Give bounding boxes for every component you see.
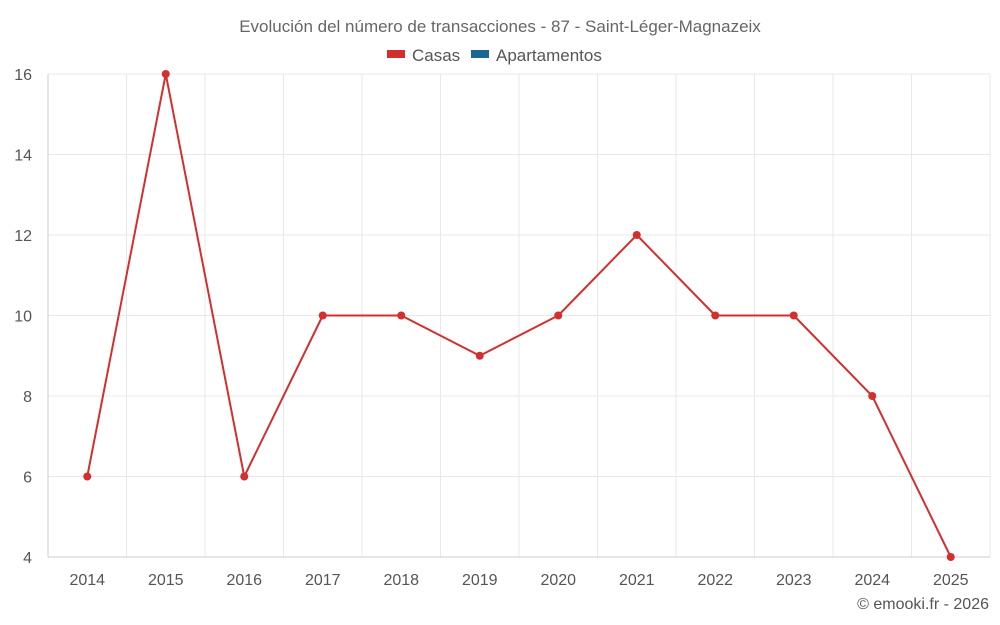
data-point-2015[interactable] bbox=[161, 70, 170, 78]
x-tick-label: 2014 bbox=[69, 572, 105, 589]
x-tick-label: 2017 bbox=[305, 572, 341, 589]
data-point-2018[interactable] bbox=[397, 311, 406, 320]
x-tick-label: 2016 bbox=[226, 572, 262, 589]
series-line-casas bbox=[86, 73, 952, 558]
legend-label-casas[interactable]: Casas bbox=[412, 46, 460, 65]
y-tick-label: 6 bbox=[23, 470, 32, 487]
x-tick-label: 2022 bbox=[697, 572, 733, 589]
x-tick-label: 2023 bbox=[776, 572, 812, 589]
legend-swatch-casas bbox=[387, 50, 405, 58]
data-point-2024[interactable] bbox=[868, 392, 877, 400]
x-tick-label: 2018 bbox=[383, 572, 419, 589]
data-point-2016[interactable] bbox=[240, 472, 249, 481]
y-tick-label: 14 bbox=[14, 148, 32, 165]
data-point-2023[interactable] bbox=[789, 311, 798, 320]
data-point-2014[interactable] bbox=[83, 472, 92, 481]
y-tick-label: 8 bbox=[23, 389, 32, 406]
legend: Casas Apartamentos bbox=[387, 46, 602, 65]
data-point-2019[interactable] bbox=[475, 351, 484, 360]
x-tick-label: 2019 bbox=[462, 572, 498, 589]
data-point-2022[interactable] bbox=[711, 311, 720, 320]
grid bbox=[47, 73, 991, 557]
axes: 4 6 8 10 12 14 16 2014 2015 2016 2017 2018 2019 2020 2… bbox=[14, 67, 990, 589]
chart-title: Evolución del número de transacciones - … bbox=[239, 17, 761, 36]
data-point-2021[interactable] bbox=[632, 231, 641, 239]
x-tick-label: 2021 bbox=[619, 572, 655, 589]
y-tick-label: 12 bbox=[14, 228, 32, 245]
x-tick-label: 2024 bbox=[854, 572, 890, 589]
x-tick-label: 2020 bbox=[540, 572, 576, 589]
series bbox=[83, 70, 955, 561]
legend-label-apartamentos[interactable]: Apartamentos bbox=[496, 46, 602, 65]
y-tick-label: 16 bbox=[14, 67, 32, 84]
data-point-2025[interactable] bbox=[946, 553, 955, 561]
x-tick-label: 2025 bbox=[933, 572, 969, 589]
y-tick-label: 10 bbox=[14, 309, 32, 326]
x-tick-label: 2015 bbox=[148, 572, 184, 589]
data-point-2017[interactable] bbox=[318, 311, 327, 320]
data-point-2020[interactable] bbox=[554, 311, 563, 320]
credit: © emooki.fr - 2026 bbox=[857, 596, 989, 613]
legend-swatch-apartamentos bbox=[471, 50, 489, 58]
y-tick-label: 4 bbox=[23, 550, 32, 567]
